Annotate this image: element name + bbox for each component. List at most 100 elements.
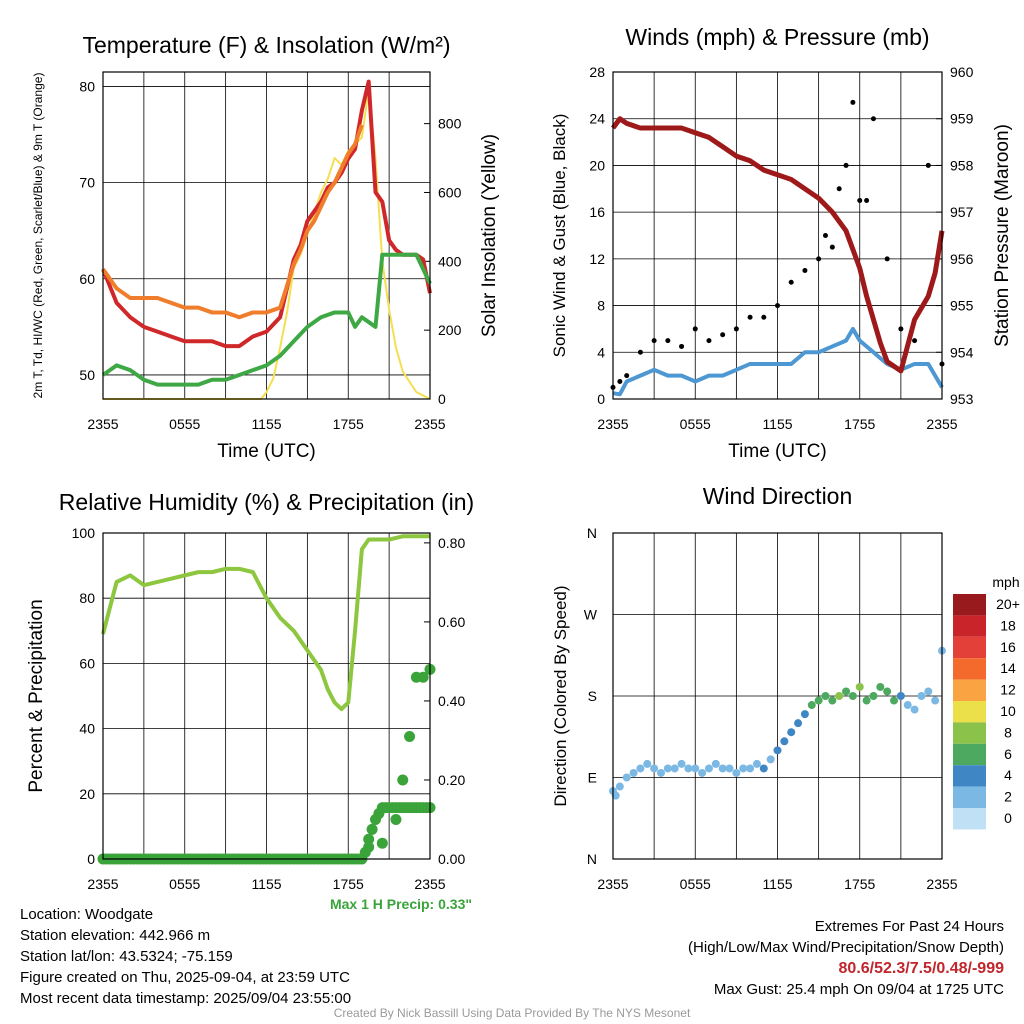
y-right-tick-label: 953 xyxy=(950,391,974,407)
extremes-panel: Extremes For Past 24 Hours (High/Low/Max… xyxy=(688,916,1004,1000)
chart-title: Temperature (F) & Insolation (W/m²) xyxy=(82,32,450,58)
station-location: Location: Woodgate xyxy=(20,906,154,923)
y-right-tick-label: 957 xyxy=(950,204,974,220)
legend-swatch xyxy=(953,615,986,637)
y-tick-label: 12 xyxy=(589,251,605,267)
y-tick-label: 40 xyxy=(79,721,95,737)
chart-title: Relative Humidity (%) & Precipitation (i… xyxy=(59,489,474,515)
y-right-axis-label: Station Pressure (Maroon) xyxy=(992,124,1013,347)
series-line xyxy=(101,252,432,387)
series-line xyxy=(610,116,945,374)
x-tick-label: 2355 xyxy=(414,416,445,432)
y-tick-label: 24 xyxy=(589,111,605,127)
y-tick-label: 60 xyxy=(79,655,95,671)
series-line xyxy=(612,326,944,397)
data-point xyxy=(822,233,828,238)
y-right-tick-label: 0.20 xyxy=(438,772,465,788)
station-info: Location: Woodgate Station elevation: 44… xyxy=(20,904,351,1009)
data-point xyxy=(366,823,378,835)
max-hourly-precip-label: Max 1 H Precip: 0.33" xyxy=(329,896,472,912)
y-axis-label: Direction (Colored By Speed) xyxy=(551,585,570,806)
data-point xyxy=(761,314,767,320)
data-point xyxy=(718,764,727,773)
legend-title: mph xyxy=(992,574,1019,590)
data-point xyxy=(862,696,871,705)
data-point xyxy=(725,764,734,773)
y-tick-label: 0 xyxy=(87,851,95,867)
y-tick-label: E xyxy=(588,770,597,786)
x-tick-label: 1755 xyxy=(333,416,364,432)
data-point xyxy=(855,682,864,691)
y-axis-label: Sonic Wind & Gust (Blue, Black) xyxy=(550,114,569,358)
x-tick-label: 2355 xyxy=(597,416,628,432)
data-point xyxy=(788,279,794,285)
legend-swatch xyxy=(953,594,986,616)
x-tick-label: 1755 xyxy=(333,876,364,892)
x-tick-label: 1755 xyxy=(844,416,875,432)
data-point xyxy=(773,746,782,755)
data-point xyxy=(617,378,623,384)
panel-3: 2355 0555 1155 1755 2355 Relative Humidity (%… xyxy=(26,489,474,892)
data-point xyxy=(670,764,679,773)
extremes-values: 80.6/52.3/7.5/0.48/-999 xyxy=(838,960,1004,977)
extremes-title: Extremes For Past 24 Hours xyxy=(814,918,1004,935)
legend-label: 14 xyxy=(1000,660,1016,676)
y-tick-label: 100 xyxy=(72,525,96,541)
x-tick-label: 0555 xyxy=(680,876,711,892)
y-tick-label: 0 xyxy=(597,391,605,407)
data-point xyxy=(363,841,375,853)
data-point xyxy=(924,687,933,696)
y-right-tick-label: 956 xyxy=(950,251,974,267)
y-tick-label: 70 xyxy=(79,175,95,191)
x-tick-label: 2355 xyxy=(414,876,445,892)
x-tick-label: 1155 xyxy=(762,416,792,432)
legend-swatch xyxy=(953,722,986,744)
data-point xyxy=(759,764,768,773)
legend-swatch xyxy=(953,743,986,766)
data-point xyxy=(656,768,665,777)
station-elevation: Station elevation: 442.966 m xyxy=(20,927,211,944)
plot-border xyxy=(612,71,943,400)
data-point xyxy=(828,696,837,705)
data-point xyxy=(884,256,890,262)
legend-label: 0 xyxy=(1004,810,1012,826)
data-point xyxy=(404,731,416,743)
x-tick-label: 2355 xyxy=(926,416,957,432)
data-point xyxy=(829,244,835,250)
plot-border xyxy=(102,71,431,400)
y-right-tick-label: 955 xyxy=(950,298,974,314)
x-tick-label: 1155 xyxy=(251,876,281,892)
data-point xyxy=(733,326,739,332)
data-point xyxy=(622,773,631,782)
series-line xyxy=(101,534,430,712)
y-tick-label: W xyxy=(584,607,598,623)
x-tick-label: 0555 xyxy=(169,416,200,432)
y-right-tick-label: 958 xyxy=(950,157,974,173)
data-point xyxy=(747,314,753,320)
legend-label: 20+ xyxy=(996,596,1020,612)
y-tick-label: 50 xyxy=(79,367,95,383)
data-point xyxy=(890,696,899,705)
y-tick-label: 20 xyxy=(589,157,605,173)
y-tick-label: 4 xyxy=(597,344,605,360)
data-point xyxy=(883,687,892,696)
series-line xyxy=(101,79,432,349)
data-point xyxy=(417,671,429,683)
chart-title: Winds (mph) & Pressure (mb) xyxy=(625,24,929,50)
y-right-tick-label: 959 xyxy=(950,111,974,127)
data-point xyxy=(780,737,789,746)
panel-2: 2355 0555 1155 1755 2355 Winds (mph) & Pressu… xyxy=(550,24,1013,462)
x-tick-label: 2355 xyxy=(87,876,118,892)
legend-label: 18 xyxy=(1000,617,1016,633)
data-point xyxy=(643,759,652,768)
series-line xyxy=(101,124,364,320)
y-tick-label: 60 xyxy=(79,271,95,287)
data-point xyxy=(775,303,780,309)
data-point xyxy=(870,116,876,122)
legend-swatch xyxy=(953,679,986,701)
data-point xyxy=(746,764,755,773)
data-point xyxy=(665,338,671,344)
data-point xyxy=(869,692,878,700)
data-point xyxy=(651,338,657,344)
data-point xyxy=(903,701,912,710)
